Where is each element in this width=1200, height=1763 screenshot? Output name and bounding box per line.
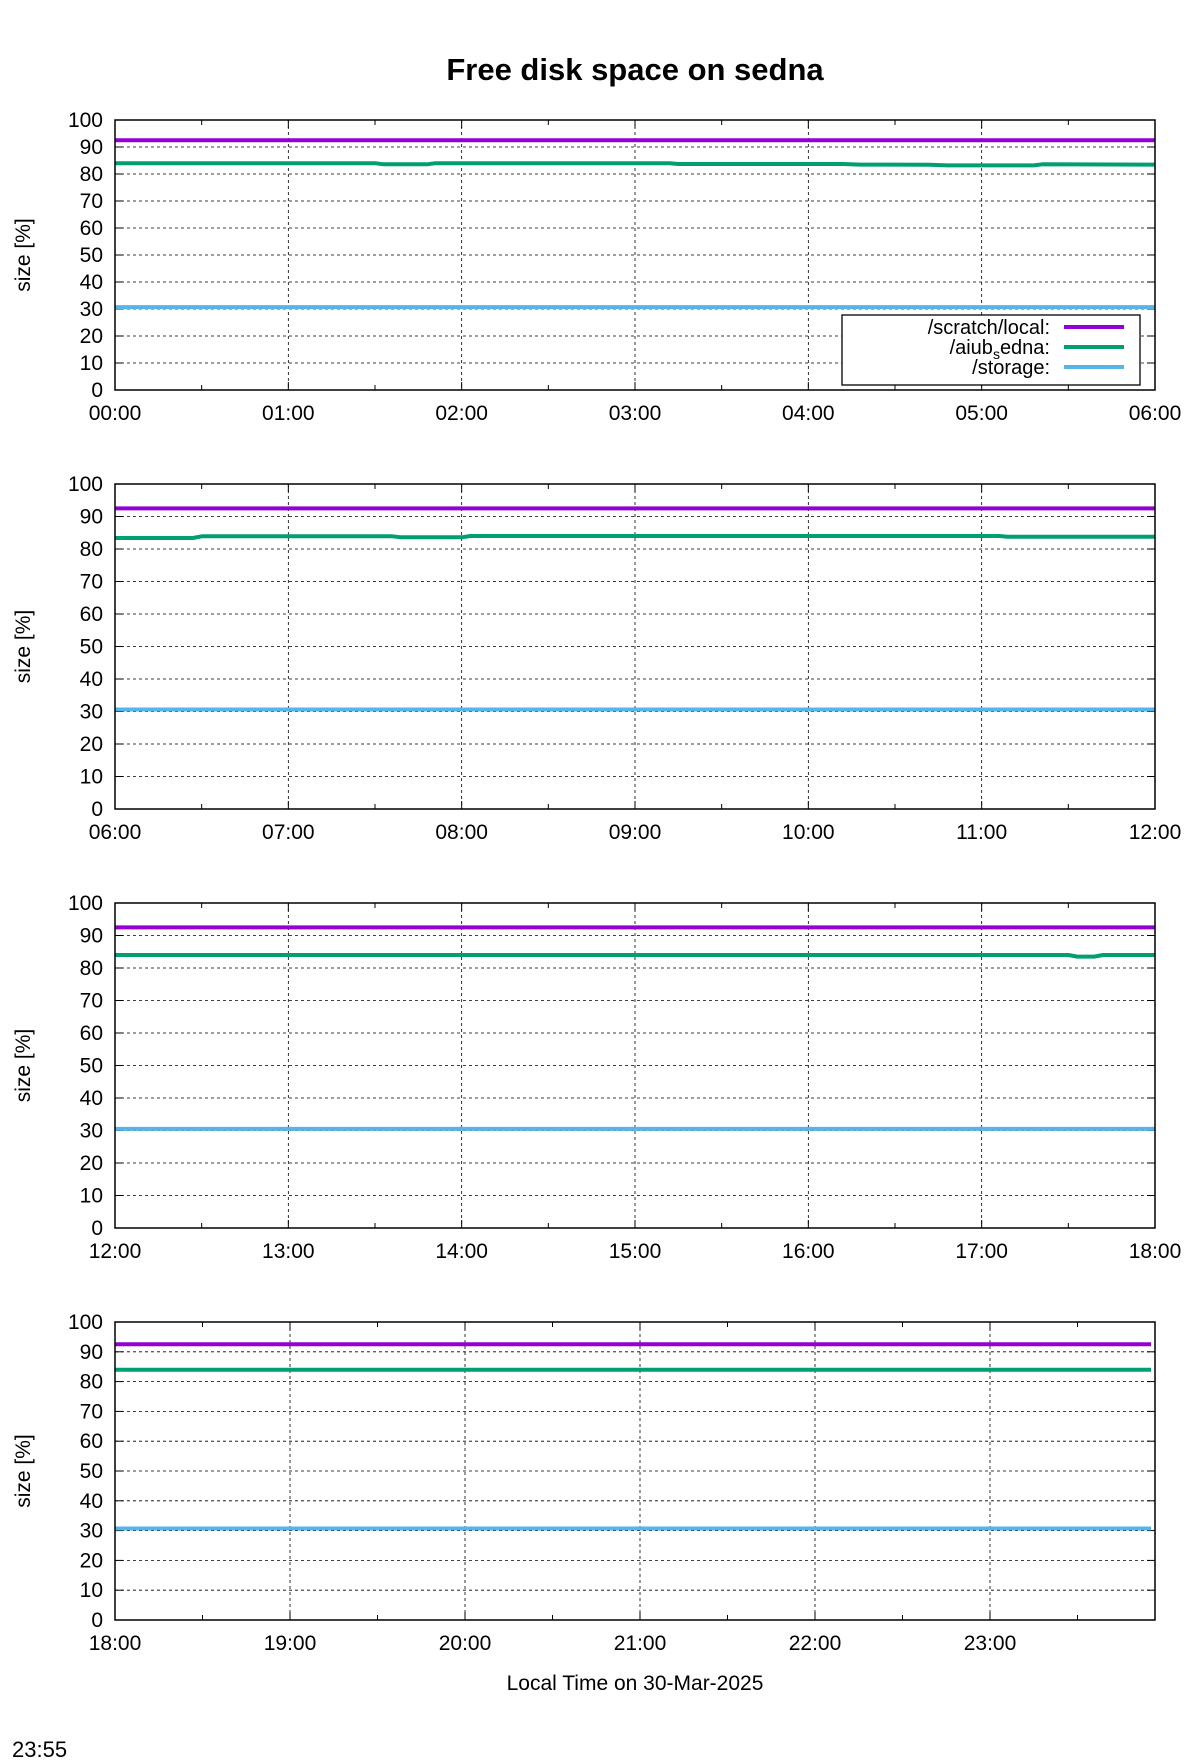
x-tick-label: 08:00 — [435, 821, 488, 844]
legend-label: /aiubsedna: — [950, 337, 1050, 362]
x-tick-label: 23:00 — [964, 1632, 1017, 1655]
y-tick-label: 0 — [91, 798, 103, 821]
x-tick-label: 12:00 — [89, 1240, 142, 1263]
y-tick-label: 30 — [80, 1120, 103, 1143]
x-tick-label: 07:00 — [262, 821, 315, 844]
x-tick-label: 18:00 — [89, 1632, 142, 1655]
y-tick-label: 80 — [80, 163, 103, 186]
y-tick-label: 100 — [68, 892, 103, 915]
y-tick-label: 70 — [80, 571, 103, 594]
y-tick-label: 90 — [80, 925, 103, 948]
y-tick-label: 60 — [80, 217, 103, 240]
series-line — [115, 534, 1155, 540]
chart-title: Free disk space on sedna — [446, 52, 824, 87]
y-tick-label: 100 — [68, 1311, 103, 1334]
y-tick-label: 90 — [80, 506, 103, 529]
y-tick-label: 10 — [80, 1579, 103, 1602]
y-tick-label: 80 — [80, 1371, 103, 1394]
x-tick-label: 09:00 — [609, 821, 662, 844]
x-tick-label: 00:00 — [89, 402, 142, 425]
x-tick-label: 22:00 — [789, 1632, 842, 1655]
legend-label: /scratch/local: — [928, 317, 1050, 339]
x-tick-label: 06:00 — [89, 821, 142, 844]
y-tick-label: 30 — [80, 298, 103, 321]
y-tick-label: 10 — [80, 352, 103, 375]
x-tick-label: 18:00 — [1129, 1240, 1182, 1263]
series-line — [115, 161, 1156, 168]
y-tick-label: 50 — [80, 636, 103, 659]
y-tick-label: 0 — [91, 1217, 103, 1240]
y-axis-label: size [%] — [12, 1434, 35, 1508]
y-tick-label: 70 — [80, 190, 103, 213]
plot-frame — [114, 483, 1156, 810]
y-tick-label: 40 — [80, 271, 103, 294]
y-tick-label: 40 — [80, 668, 103, 691]
y-tick-label: 90 — [80, 136, 103, 159]
x-tick-label: 02:00 — [435, 402, 488, 425]
y-tick-label: 20 — [80, 325, 103, 348]
y-tick-label: 80 — [80, 957, 103, 980]
y-tick-label: 70 — [80, 1400, 103, 1423]
y-tick-label: 40 — [80, 1490, 103, 1513]
x-tick-label: 20:00 — [439, 1632, 492, 1655]
y-axis-label: size [%] — [12, 1029, 35, 1103]
y-tick-label: 0 — [91, 1609, 103, 1632]
y-tick-label: 60 — [80, 1430, 103, 1453]
y-tick-label: 20 — [80, 1152, 103, 1175]
x-tick-label: 06:00 — [1129, 402, 1182, 425]
x-tick-label: 05:00 — [955, 402, 1008, 425]
x-tick-label: 16:00 — [782, 1240, 835, 1263]
y-tick-label: 10 — [80, 1185, 103, 1208]
y-tick-label: 10 — [80, 766, 103, 789]
x-tick-label: 11:00 — [956, 821, 1007, 844]
y-tick-label: 90 — [80, 1341, 103, 1364]
x-tick-label: 17:00 — [955, 1240, 1008, 1263]
y-tick-label: 50 — [80, 1460, 103, 1483]
x-tick-label: 14:00 — [435, 1240, 488, 1263]
x-tick-label: 19:00 — [264, 1632, 317, 1655]
y-tick-label: 20 — [80, 733, 103, 756]
y-tick-label: 0 — [91, 379, 103, 402]
x-tick-label: 03:00 — [609, 402, 662, 425]
x-tick-label: 10:00 — [782, 821, 835, 844]
footer-timestamp: 23:55 — [12, 1737, 68, 1762]
y-tick-label: 60 — [80, 603, 103, 626]
x-tick-label: 21:00 — [614, 1632, 667, 1655]
x-tick-label: 15:00 — [609, 1240, 662, 1263]
x-tick-label: 04:00 — [782, 402, 835, 425]
x-tick-label: 01:00 — [262, 402, 315, 425]
y-tick-label: 60 — [80, 1022, 103, 1045]
y-axis-label: size [%] — [12, 610, 35, 684]
plot-frame — [114, 119, 1156, 391]
plot-frame — [114, 902, 1156, 1229]
y-axis-label: size [%] — [12, 218, 35, 292]
plot-frame — [114, 1321, 1156, 1621]
x-axis-label: Local Time on 30-Mar-2025 — [507, 1672, 764, 1695]
x-tick-label: 13:00 — [262, 1240, 315, 1263]
series-line — [115, 953, 1155, 959]
legend-label: /storage: — [972, 357, 1050, 379]
y-tick-label: 100 — [68, 473, 103, 496]
y-tick-label: 100 — [68, 109, 103, 132]
x-tick-label: 12:00 — [1129, 821, 1182, 844]
y-tick-label: 50 — [80, 244, 103, 267]
y-tick-label: 30 — [80, 701, 103, 724]
y-tick-label: 30 — [80, 1520, 103, 1543]
y-tick-label: 40 — [80, 1087, 103, 1110]
y-tick-label: 50 — [80, 1055, 103, 1078]
y-tick-label: 20 — [80, 1549, 103, 1572]
y-tick-label: 70 — [80, 990, 103, 1013]
y-tick-label: 80 — [80, 538, 103, 561]
